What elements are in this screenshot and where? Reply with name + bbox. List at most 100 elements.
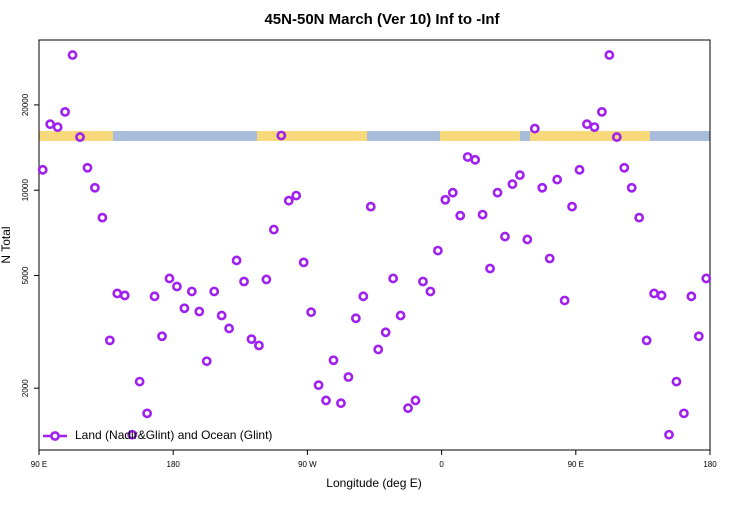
y-tick-label: 5000 (21, 266, 30, 284)
data-point (492, 187, 503, 198)
data-point (343, 372, 354, 382)
plot-frame (38, 39, 711, 451)
land-ocean-strip (39, 131, 710, 141)
data-point (470, 154, 481, 165)
data-point (194, 306, 205, 317)
x-tick-label: 90 E (568, 460, 584, 469)
data-point (403, 403, 413, 414)
data-point (514, 170, 525, 181)
data-point (358, 291, 369, 302)
legend-label: Land (Nadir&Glint) and Ocean (Glint) (75, 428, 272, 442)
data-point (157, 331, 167, 342)
data-point (179, 303, 190, 314)
data-point (626, 182, 637, 193)
data-point (75, 132, 85, 142)
y-axis-label: N Total (0, 226, 13, 263)
data-point (522, 234, 533, 245)
data-point (507, 179, 518, 190)
data-point (216, 310, 227, 321)
data-point (261, 274, 272, 285)
data-point (37, 164, 48, 175)
x-tick-label: 180 (167, 460, 181, 469)
data-point (529, 123, 540, 134)
data-point (425, 286, 436, 297)
data-point (127, 429, 138, 440)
land-strip (440, 131, 520, 141)
data-point (686, 291, 697, 302)
data-point (552, 174, 563, 185)
data-point (619, 162, 630, 173)
data-point (500, 231, 510, 242)
data-point (246, 334, 257, 345)
data-point (664, 429, 674, 440)
data-point (455, 210, 466, 221)
data-point (321, 395, 331, 406)
data-point (373, 344, 384, 355)
data-point (567, 201, 577, 212)
data-point (313, 380, 324, 391)
data-point (60, 106, 70, 117)
legend-marker (50, 431, 60, 441)
data-point (164, 273, 175, 284)
y-tick-label: 10000 (21, 179, 30, 202)
data-point (410, 395, 421, 406)
data-point (574, 164, 585, 175)
data-point (119, 290, 130, 301)
data-point (701, 273, 712, 284)
data-point (82, 162, 93, 173)
data-point (418, 276, 428, 287)
x-axis-label: Longitude (deg E) (326, 476, 421, 490)
data-point (477, 209, 488, 220)
data-point (201, 356, 212, 367)
data-point (582, 119, 592, 130)
data-point (67, 50, 78, 60)
y-tick-label: 20000 (21, 93, 30, 116)
data-point (641, 335, 652, 346)
data-point (380, 327, 391, 338)
data-point (395, 310, 406, 321)
data-point (104, 335, 115, 346)
data-point (537, 182, 548, 193)
data-point (559, 295, 570, 306)
data-point (544, 253, 555, 264)
data-point (45, 119, 56, 130)
data-point (209, 286, 220, 297)
land-strip (257, 131, 367, 141)
data-point (432, 245, 443, 256)
chart-title: 45N-50N March (Ver 10) Inf to -Inf (264, 11, 500, 28)
x-tick-label: 90 W (298, 460, 317, 469)
data-point (440, 194, 451, 205)
data-point (611, 132, 622, 142)
data-point (649, 288, 659, 299)
land-strip (530, 131, 650, 141)
data-point (388, 273, 399, 284)
x-tick-label: 90 E (31, 460, 47, 469)
data-point (52, 122, 63, 132)
data-point (679, 408, 689, 419)
data-point (283, 195, 294, 206)
data-point (306, 307, 317, 318)
data-point (447, 187, 458, 198)
data-point (328, 355, 339, 366)
data-point (142, 408, 153, 419)
data-point (656, 290, 667, 301)
data-point (604, 50, 615, 60)
data-point (112, 288, 123, 299)
data-point (254, 340, 264, 351)
data-point (671, 376, 682, 387)
data-point (693, 331, 704, 342)
data-point (186, 286, 197, 297)
data-point (239, 276, 249, 287)
data-point (231, 255, 242, 266)
data-point (596, 106, 607, 117)
x-tick-label: 180 (703, 460, 717, 469)
data-point (172, 281, 182, 292)
x-tick-label: 0 (439, 460, 444, 469)
data-point (97, 212, 108, 223)
data-point (149, 291, 160, 302)
y-tick-label: 2000 (21, 379, 30, 397)
data-point (276, 130, 287, 141)
data-point (336, 398, 346, 409)
